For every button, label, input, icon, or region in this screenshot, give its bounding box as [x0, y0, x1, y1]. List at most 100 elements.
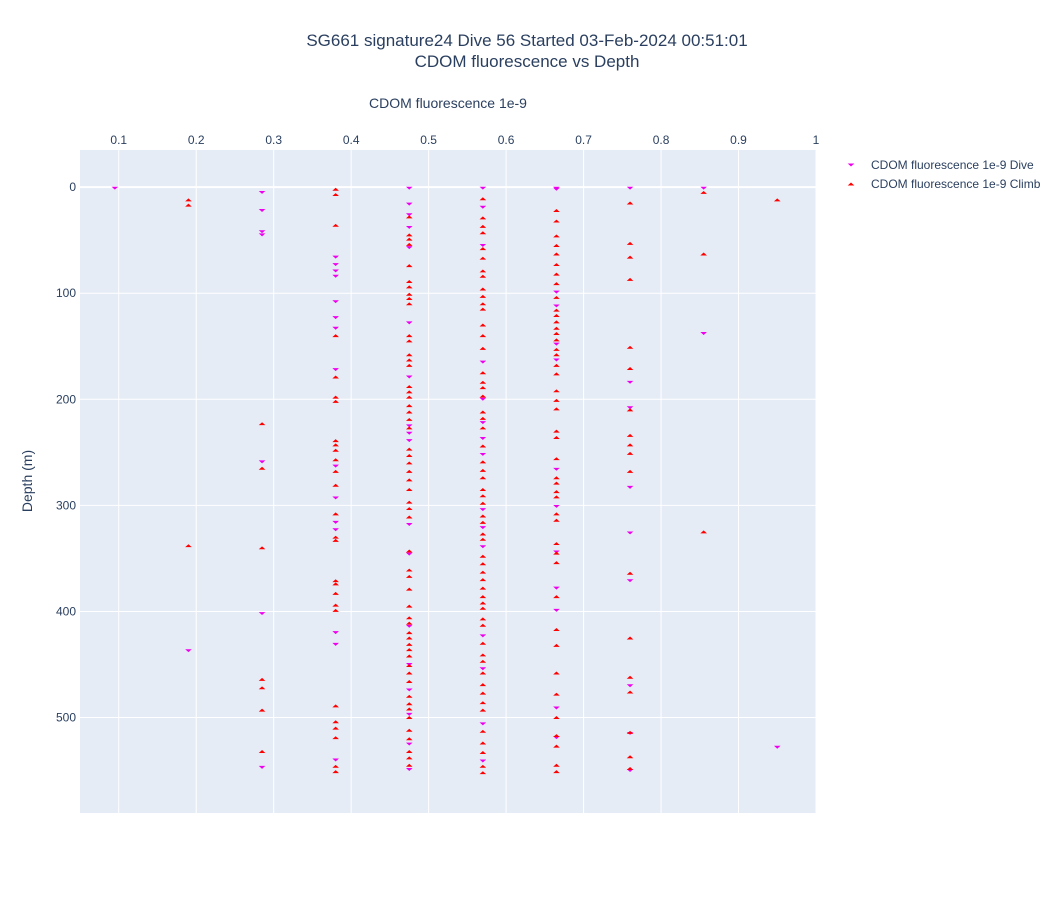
data-point — [258, 612, 266, 616]
data-point — [553, 586, 560, 590]
data-point — [405, 642, 413, 646]
data-point — [479, 243, 487, 247]
data-point — [626, 485, 634, 489]
legend[interactable]: CDOM fluorescence 1e-9 Dive CDOM fluoresc… — [847, 158, 1041, 191]
data-point — [405, 375, 413, 379]
data-point — [479, 601, 487, 605]
data-point — [553, 627, 560, 631]
data-point — [405, 549, 413, 553]
y-tick-label: 200 — [56, 392, 76, 406]
y-tick-label: 300 — [56, 498, 76, 512]
data-point — [332, 443, 339, 447]
data-point — [405, 500, 413, 504]
data-point — [405, 426, 413, 430]
data-point — [479, 444, 487, 448]
data-point — [332, 770, 339, 774]
data-point — [405, 390, 413, 394]
data-point — [479, 269, 487, 273]
data-point — [626, 531, 634, 535]
data-point — [405, 604, 413, 608]
data-point — [479, 256, 487, 260]
data-point — [553, 551, 560, 555]
data-point — [405, 728, 413, 732]
data-point — [405, 404, 413, 408]
data-point — [332, 269, 339, 273]
data-point — [553, 219, 560, 223]
data-point — [479, 562, 487, 566]
data-point — [626, 690, 634, 694]
data-point — [479, 386, 487, 390]
data-point — [479, 606, 487, 610]
data-point — [626, 636, 634, 640]
data-point — [258, 190, 266, 194]
data-point — [405, 694, 413, 698]
data-point — [626, 433, 634, 437]
data-point — [626, 730, 634, 734]
data-point — [553, 495, 560, 499]
data-point — [479, 287, 487, 291]
data-point — [332, 223, 339, 227]
data-point — [405, 515, 413, 519]
data-point — [479, 520, 487, 524]
data-point — [405, 749, 413, 753]
data-point — [553, 518, 560, 522]
data-point — [553, 326, 560, 330]
x-tick-label: 0.7 — [575, 133, 592, 147]
data-point — [553, 467, 560, 471]
data-point — [405, 353, 413, 357]
data-point — [479, 764, 487, 768]
data-point — [479, 410, 487, 414]
data-point — [405, 395, 413, 399]
data-point — [479, 487, 487, 491]
data-point — [111, 186, 119, 190]
data-point — [332, 608, 339, 612]
data-point — [553, 542, 560, 546]
legend-item-climb[interactable]: CDOM fluorescence 1e-9 Climb — [847, 177, 1041, 191]
data-point — [479, 334, 487, 338]
data-point — [553, 252, 560, 256]
y-axis-title: Depth (m) — [19, 450, 35, 512]
data-point — [185, 203, 192, 207]
data-point — [553, 187, 560, 191]
legend-item-dive[interactable]: CDOM fluorescence 1e-9 Dive — [847, 158, 1034, 172]
data-point — [258, 546, 266, 550]
data-point — [332, 274, 339, 278]
plot-area — [80, 150, 816, 813]
data-point — [405, 225, 413, 229]
data-point — [185, 649, 192, 653]
data-point — [553, 263, 560, 267]
data-point — [479, 476, 487, 480]
grid-layer — [80, 150, 817, 813]
data-point — [405, 321, 413, 325]
data-point — [479, 729, 487, 733]
data-point — [405, 215, 413, 219]
data-point — [405, 447, 413, 451]
data-point — [479, 526, 487, 530]
data-point — [553, 457, 560, 461]
y-tick-label: 500 — [56, 711, 76, 725]
data-point — [258, 765, 266, 769]
data-point — [553, 595, 560, 599]
data-point — [332, 300, 339, 304]
data-point — [773, 745, 781, 749]
data-point — [553, 490, 560, 494]
data-point — [553, 282, 560, 286]
data-point — [479, 545, 487, 549]
data-point — [700, 530, 707, 534]
data-point — [553, 476, 560, 480]
data-point — [405, 280, 413, 284]
data-point — [626, 406, 634, 410]
data-point — [479, 683, 487, 687]
data-point — [626, 469, 634, 473]
data-point — [479, 554, 487, 558]
data-point — [479, 659, 487, 663]
data-point — [479, 586, 487, 590]
data-point — [405, 712, 413, 716]
data-point — [479, 323, 487, 327]
y-tick-label: 0 — [69, 180, 76, 194]
data-point — [258, 708, 266, 712]
x-tick-label: 0.6 — [498, 133, 515, 147]
data-point — [479, 570, 487, 574]
legend-label: CDOM fluorescence 1e-9 Dive — [871, 158, 1034, 172]
